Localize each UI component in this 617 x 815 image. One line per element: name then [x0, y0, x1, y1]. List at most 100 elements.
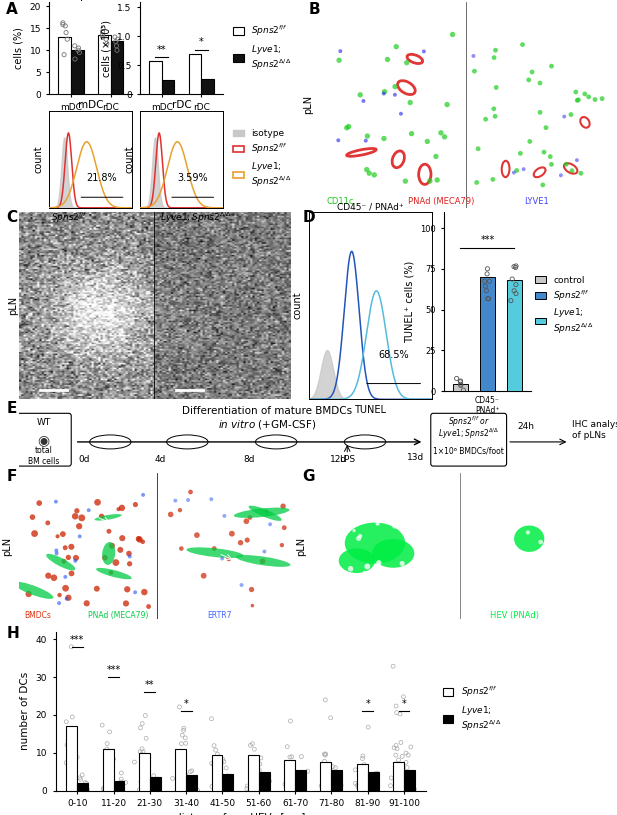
Bar [175, 749, 186, 791]
Ellipse shape [13, 582, 54, 599]
Point [327, 783, 337, 796]
Ellipse shape [344, 435, 386, 449]
Text: total
BM cells: total BM cells [28, 446, 59, 465]
Point [65, 746, 75, 759]
Bar [404, 769, 415, 791]
Point [557, 591, 566, 604]
Point [332, 482, 342, 496]
Point [176, 738, 186, 751]
Point [125, 550, 135, 563]
Point [58, 16, 68, 29]
Text: A: A [6, 2, 18, 16]
Point [258, 555, 268, 568]
Point [260, 784, 270, 797]
Point [225, 784, 235, 797]
Point [403, 783, 413, 796]
Point [470, 64, 479, 77]
Point [282, 782, 292, 795]
Point [489, 51, 499, 64]
Point [174, 758, 184, 771]
Point [246, 738, 255, 751]
Point [222, 761, 231, 774]
Point [314, 517, 324, 530]
Point [111, 556, 121, 569]
Point [297, 781, 307, 794]
Point [358, 760, 368, 773]
Point [67, 769, 77, 782]
Point [437, 531, 447, 544]
Point [259, 782, 268, 795]
Text: Differentiation of mature BMDCs: Differentiation of mature BMDCs [182, 407, 352, 416]
Point [361, 134, 371, 148]
Point [65, 747, 75, 760]
Text: pLN: pLN [296, 536, 307, 556]
Point [284, 774, 294, 787]
Point [176, 542, 186, 555]
Point [437, 602, 447, 615]
Point [114, 503, 123, 516]
Point [226, 779, 236, 792]
Point [349, 524, 359, 537]
Point [539, 146, 549, 159]
Point [379, 132, 389, 145]
Point [391, 699, 401, 712]
Point [331, 776, 341, 789]
Point [84, 504, 94, 517]
Point [355, 769, 365, 782]
Point [76, 773, 86, 786]
Point [99, 783, 109, 796]
Point [363, 720, 373, 734]
Point [223, 784, 233, 797]
Point [58, 527, 68, 540]
Point [213, 777, 223, 790]
Point [321, 747, 331, 760]
Point [339, 571, 349, 584]
Point [360, 769, 370, 782]
Point [436, 126, 446, 139]
Point [437, 573, 447, 586]
Point [141, 772, 151, 785]
Point [320, 755, 329, 768]
Point [59, 48, 69, 61]
Point [70, 39, 80, 52]
Point [216, 784, 226, 797]
Point [524, 73, 534, 86]
Point [265, 775, 275, 788]
Point [67, 540, 77, 553]
Point [77, 769, 87, 782]
Point [265, 518, 275, 531]
Point [365, 588, 375, 601]
Text: 24h: 24h [517, 422, 534, 431]
Text: $Lyve1;Spns2^{\Delta/\Delta}$: $Lyve1;Spns2^{\Delta/\Delta}$ [438, 426, 499, 441]
Point [401, 747, 411, 760]
X-axis label: CCR7: CCR7 [168, 214, 195, 223]
Bar [223, 773, 233, 791]
Point [175, 773, 184, 786]
Point [499, 566, 508, 579]
Point [97, 29, 107, 42]
Point [281, 775, 291, 788]
Point [334, 570, 344, 584]
Point [115, 779, 125, 792]
Text: 4d: 4d [155, 456, 167, 465]
Bar [212, 755, 223, 791]
Point [490, 110, 500, 123]
Point [137, 717, 147, 730]
Point [209, 758, 218, 771]
Point [64, 591, 73, 604]
Point [181, 768, 191, 781]
Point [573, 94, 582, 107]
Bar [480, 277, 495, 391]
Point [320, 747, 329, 760]
Bar [102, 749, 114, 791]
Point [227, 527, 237, 540]
Point [511, 590, 521, 603]
Point [559, 110, 569, 123]
Point [247, 738, 257, 751]
Text: *: * [365, 699, 370, 709]
Point [506, 294, 516, 307]
Point [396, 108, 406, 121]
Bar [162, 80, 175, 95]
Point [572, 486, 582, 499]
Point [391, 588, 400, 601]
